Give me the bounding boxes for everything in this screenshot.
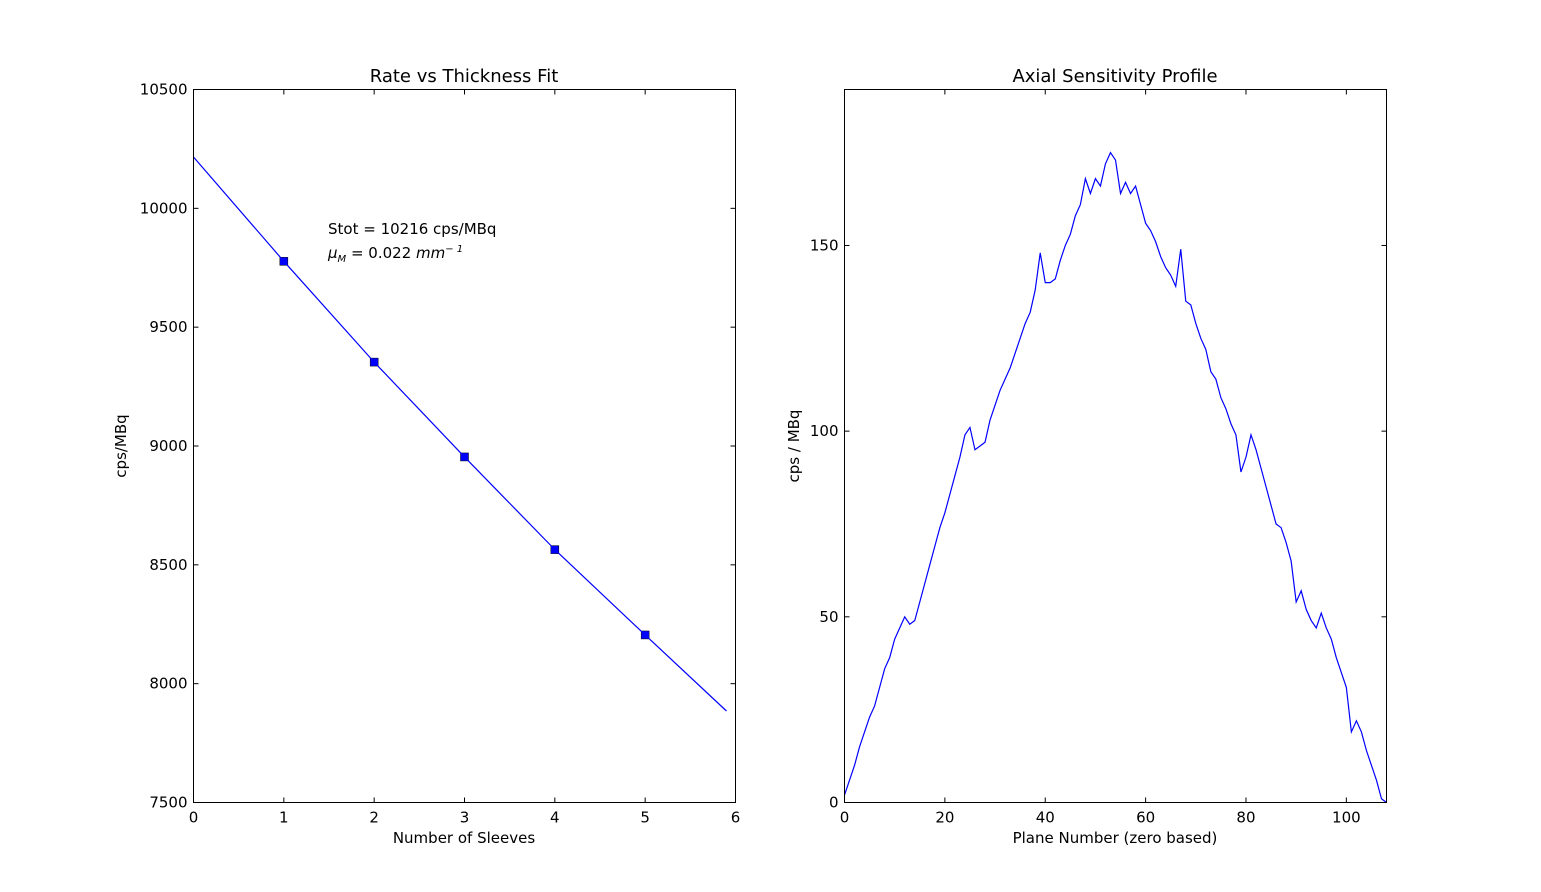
x-tick-label: 2 — [369, 809, 379, 827]
y-tick-label: 8000 — [149, 675, 187, 693]
fit-annotations: Stot = 10216 cps/MBq μM = 0.022 mm− 1 — [327, 220, 496, 265]
y-tick-label: 7500 — [149, 794, 187, 812]
y-tick-label: 9500 — [149, 318, 187, 336]
y-tick-label: 0 — [829, 794, 839, 812]
x-tick-label: 6 — [731, 809, 741, 827]
chart-axial-sensitivity: Axial Sensitivity Profile Plane Number (… — [785, 66, 1387, 847]
x-tick-label: 60 — [1136, 809, 1155, 827]
y-tick-label: 9000 — [149, 437, 187, 455]
x-tick-label: 4 — [550, 809, 560, 827]
x-tick-label: 100 — [1332, 809, 1361, 827]
x-tick-label: 20 — [935, 809, 954, 827]
series-line — [193, 156, 727, 712]
mu-symbol: μ — [327, 244, 338, 262]
y-axis-label: cps / MBq — [785, 410, 803, 483]
y-tick-label: 150 — [810, 236, 839, 254]
y-tick-label: 100 — [810, 422, 839, 440]
x-tick-label: 5 — [640, 809, 650, 827]
x-tick-label: 3 — [460, 809, 470, 827]
x-axis-label: Number of Sleeves — [393, 829, 536, 847]
x-tick-label: 40 — [1036, 809, 1055, 827]
mu-unit: mm — [416, 244, 445, 262]
chart-rate-vs-thickness: Rate vs Thickness Fit Number of Sleeves … — [112, 66, 740, 847]
plot-area — [843, 151, 1387, 803]
mu-value: = 0.022 — [346, 244, 416, 262]
mu-exponent: − 1 — [445, 244, 463, 255]
x-tick-label: 1 — [279, 809, 289, 827]
chart-title: Axial Sensitivity Profile — [1012, 66, 1217, 87]
y-tick-label: 50 — [819, 608, 838, 626]
y-tick-label: 8500 — [149, 556, 187, 574]
axes-frame — [193, 89, 736, 803]
annotation-mu: μM = 0.022 mm− 1 — [327, 244, 463, 265]
y-tick-label: 10500 — [140, 81, 188, 99]
annotation-stot: Stot = 10216 cps/MBq — [328, 220, 496, 238]
chart-title: Rate vs Thickness Fit — [370, 66, 559, 87]
x-tick-label: 0 — [189, 809, 199, 827]
x-tick-label: 80 — [1236, 809, 1255, 827]
x-tick-label: 0 — [840, 809, 850, 827]
y-axis-label: cps/MBq — [112, 414, 130, 477]
x-axis-label: Plane Number (zero based) — [1013, 829, 1218, 847]
axis-ticks: 0 20 40 60 80 100 0 50 100 150 — [810, 89, 1387, 827]
plot-area — [193, 156, 727, 712]
series-line — [843, 151, 1387, 803]
y-tick-label: 10000 — [140, 199, 188, 217]
mu-subscript: M — [338, 254, 347, 265]
axes-frame — [844, 89, 1387, 803]
